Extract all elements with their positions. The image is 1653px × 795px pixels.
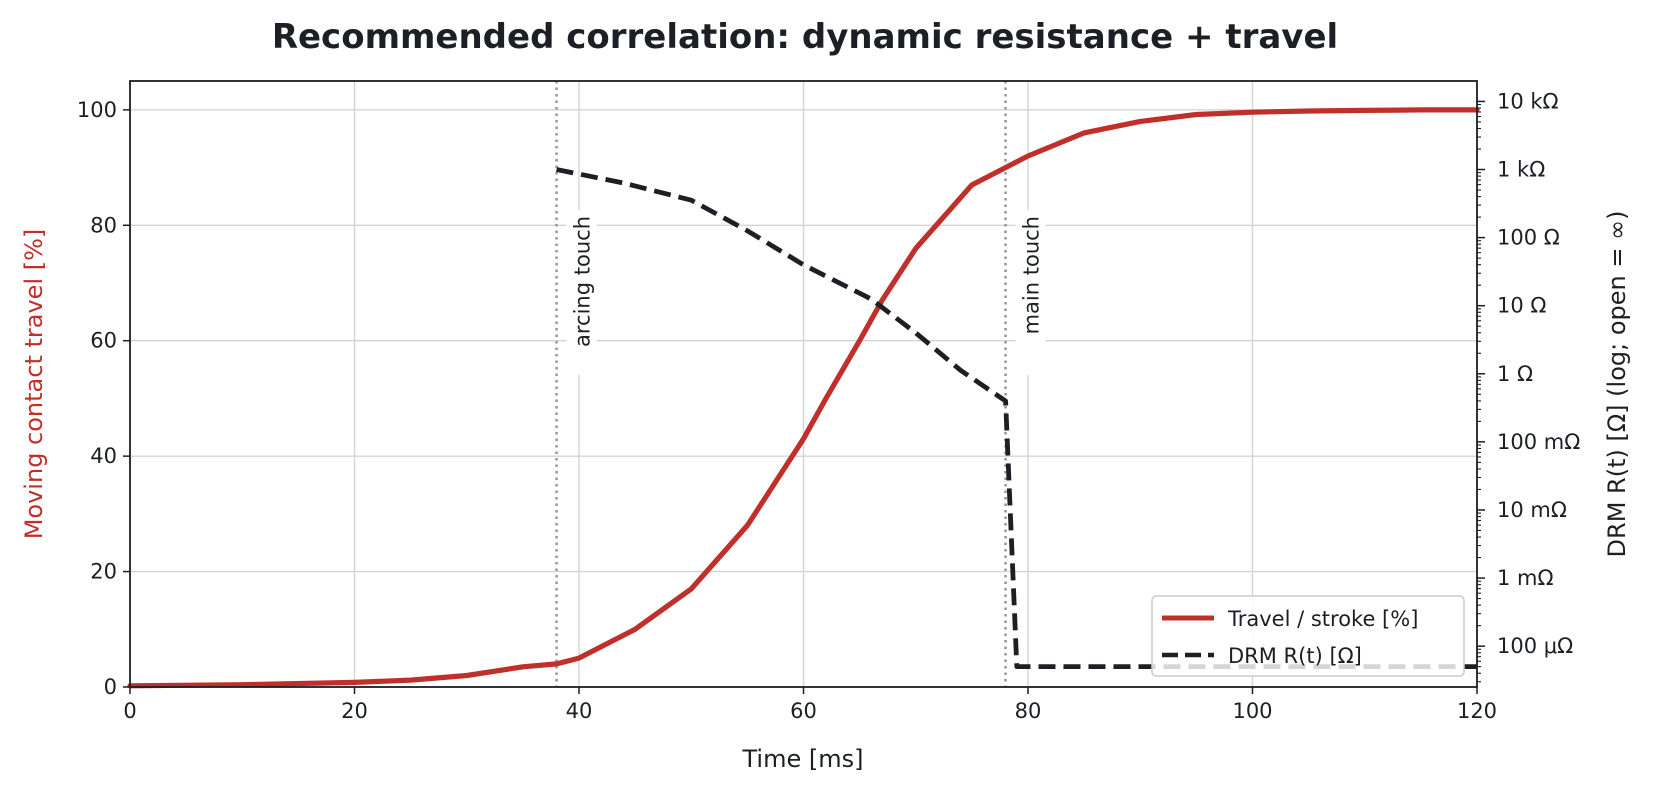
x-tick-label: 0 xyxy=(123,699,136,723)
y-left-tick-label: 0 xyxy=(104,675,117,699)
y-axis-left-label: Moving contact travel [%] xyxy=(20,229,48,540)
y-axis-right: 100 μΩ 1 mΩ 10 mΩ 100 mΩ 1 Ω 10 Ω 100 Ω 1 kΩ 10 … xyxy=(1477,89,1580,683)
chart-title: Recommended correlation: dynamic resista… xyxy=(272,17,1338,57)
legend-label-drm: DRM R(t) [Ω] xyxy=(1228,644,1362,668)
x-tick-label: 100 xyxy=(1232,699,1272,723)
x-tick-label: 40 xyxy=(566,699,593,723)
x-tick-label: 20 xyxy=(341,699,368,723)
y-left-tick-label: 40 xyxy=(90,444,117,468)
y-right-tick-label: 1 mΩ xyxy=(1497,566,1554,590)
y-right-tick-label: 10 Ω xyxy=(1497,294,1546,318)
y-left-tick-label: 80 xyxy=(90,213,117,237)
y-right-tick-label: 1 kΩ xyxy=(1497,158,1545,182)
annotation-label-bg xyxy=(566,210,597,375)
y-left-tick-label: 100 xyxy=(77,98,117,122)
annotation-label: main touch xyxy=(1020,216,1044,334)
y-right-tick-label: 10 mΩ xyxy=(1497,498,1567,522)
legend-box xyxy=(1151,595,1465,677)
y-left-tick-label: 20 xyxy=(90,560,117,584)
legend-label-travel: Travel / stroke [%] xyxy=(1227,607,1418,631)
x-tick-label: 80 xyxy=(1015,699,1042,723)
x-tick-label: 120 xyxy=(1457,699,1497,723)
x-tick-label: 60 xyxy=(790,699,817,723)
x-axis-label: Time [ms] xyxy=(742,745,864,773)
y-axis-right-label: DRM R(t) [Ω] (log; open = ∞) xyxy=(1603,211,1631,558)
x-axis: 0 20 40 60 80 100 120 xyxy=(123,687,1497,723)
legend: Travel / stroke [%] DRM R(t) [Ω] xyxy=(1151,595,1465,677)
y-axis-left: 0 20 40 60 80 100 xyxy=(77,98,130,699)
series-travel-line xyxy=(127,107,1480,689)
annotation-lines xyxy=(555,81,1007,687)
y-right-tick-label: 10 kΩ xyxy=(1497,89,1559,113)
y-right-tick-label: 100 mΩ xyxy=(1497,430,1580,454)
y-right-tick-label: 1 Ω xyxy=(1497,362,1533,386)
annotation-labels: arcing touch main touch xyxy=(566,210,1046,375)
annotation-label: arcing touch xyxy=(571,216,595,347)
y-right-tick-label: 100 Ω xyxy=(1497,226,1560,250)
y-left-tick-label: 60 xyxy=(90,329,117,353)
y-right-tick-label: 100 μΩ xyxy=(1497,634,1573,658)
annotation-label-bg xyxy=(1015,210,1046,375)
